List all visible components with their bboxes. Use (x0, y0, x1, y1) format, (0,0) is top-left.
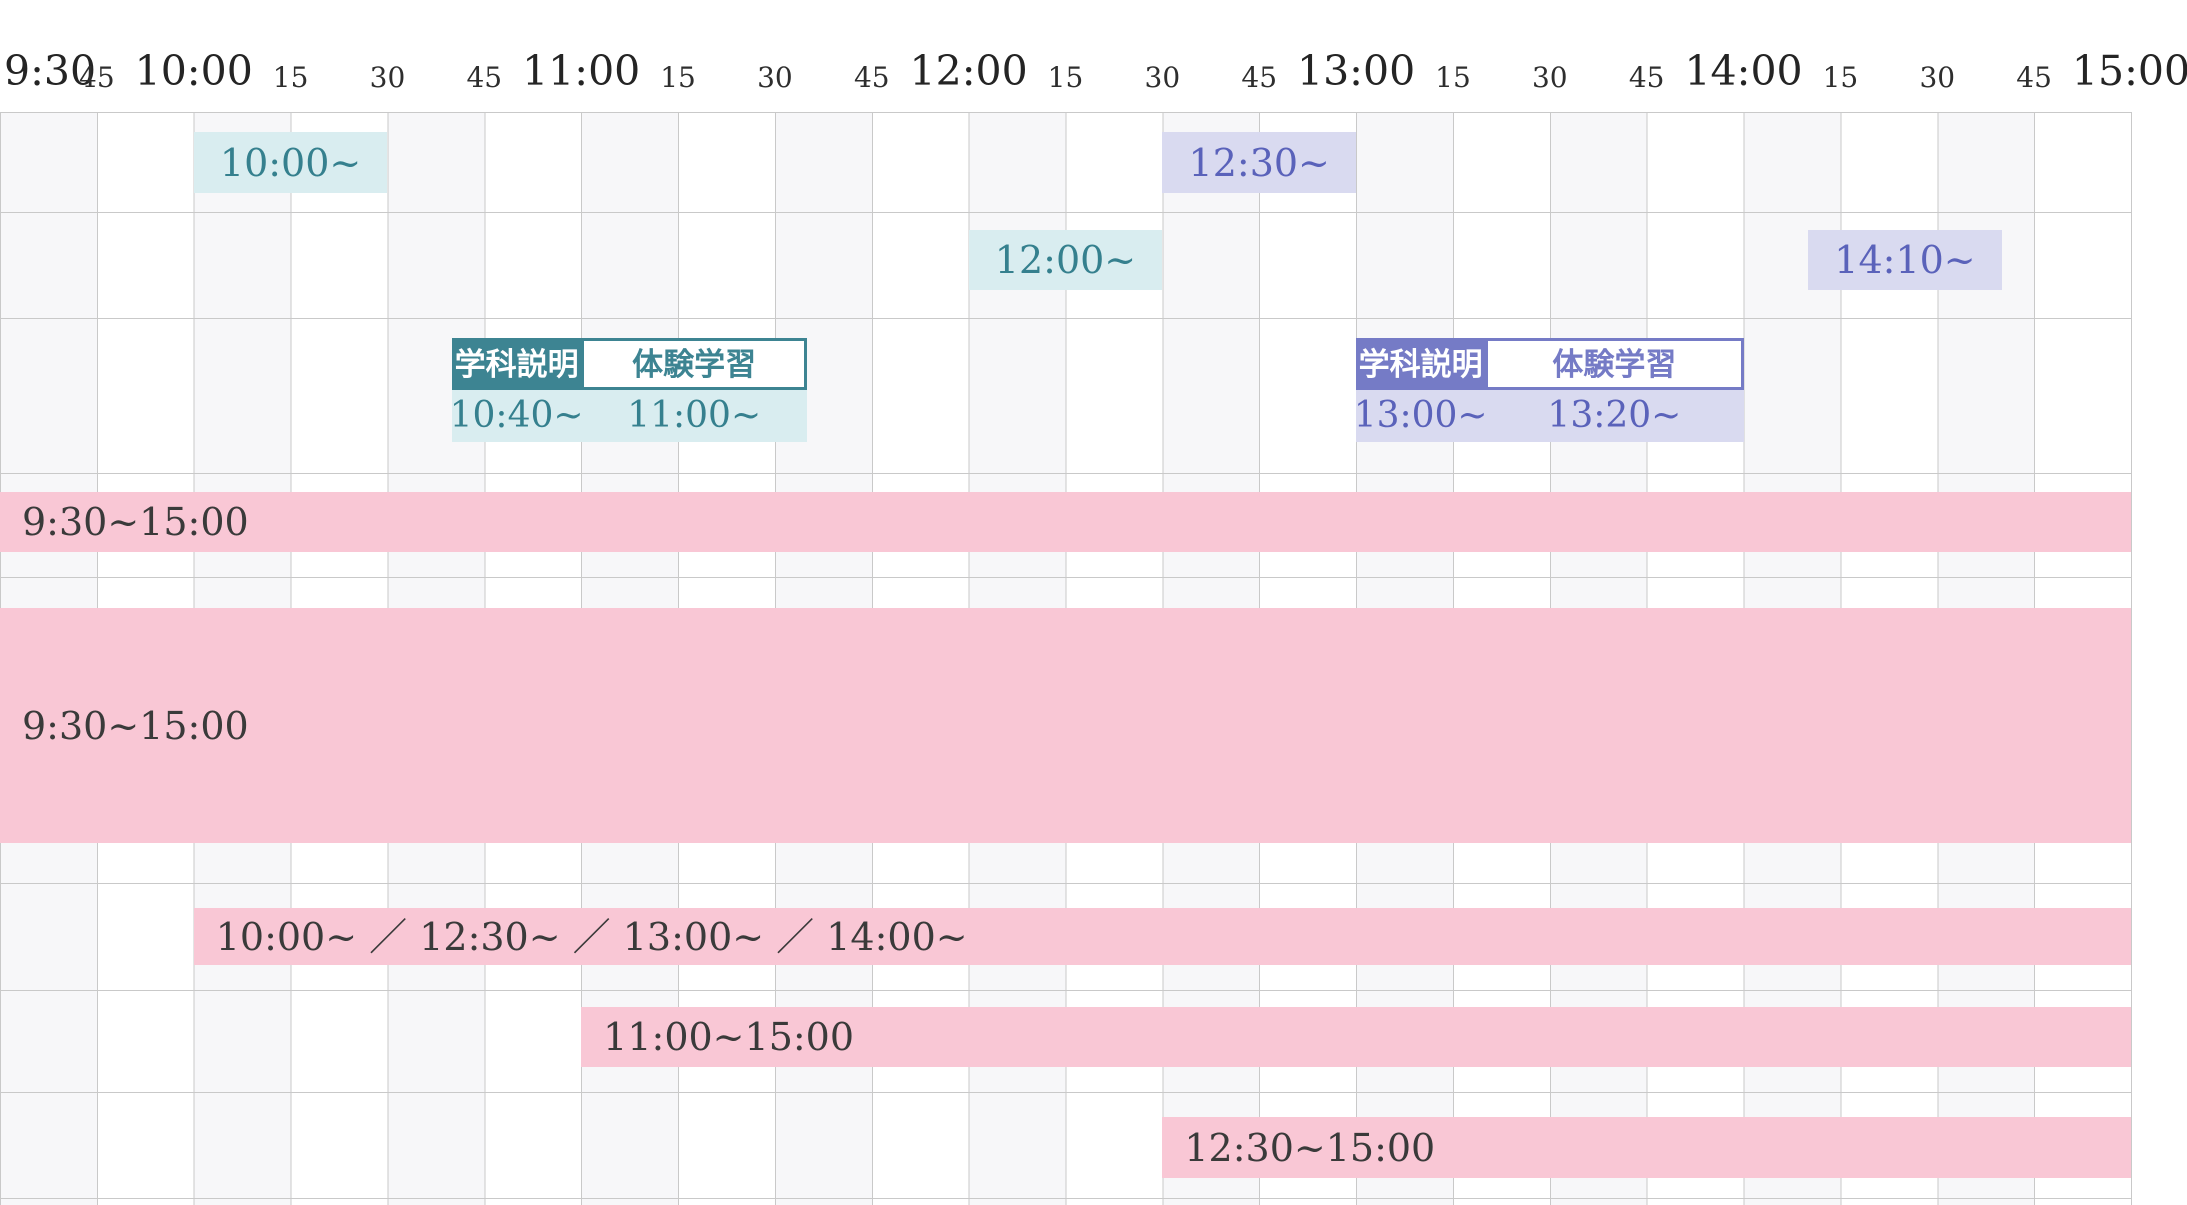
grid-row-line (0, 990, 2132, 991)
time-tick-45: 45 (466, 61, 503, 94)
time-tick-15: 15 (1047, 61, 1084, 94)
availability-label: 12:30~15:00 (1184, 1125, 1436, 1170)
grid-row-line (0, 318, 2132, 319)
time-tick-45: 45 (79, 61, 115, 94)
time-tick-13-00: 13:00 (1297, 47, 1416, 95)
time-axis: 9:30 45 10:00 15 30 45 11:00 15 30 45 12:00 15 30 45 1… (0, 0, 2187, 112)
time-tick-15: 15 (1435, 61, 1471, 94)
event-bar-purple: 14:10~ (1808, 230, 2002, 290)
time-tick-15: 15 (1822, 61, 1859, 94)
grid-row-line (0, 473, 2132, 474)
grid-row-line (0, 112, 2132, 113)
event-bar-purple: 12:30~ (1162, 132, 1357, 193)
time-tick-30: 30 (1144, 61, 1181, 94)
availability-bar: 10:00~ ／ 12:30~ ／ 13:00~ ／ 14:00~ (193, 908, 2131, 965)
time-tick-12-00: 12:00 (909, 47, 1028, 95)
session-header-filled: 学科説明 (1356, 338, 1486, 390)
session-header-outline: 体験学習 (1485, 338, 1744, 390)
event-bar-teal: 10:00~ (193, 132, 388, 193)
time-tick-11-00: 11:00 (522, 47, 641, 95)
time-tick-30: 30 (369, 61, 406, 94)
time-tick-15: 15 (272, 61, 309, 94)
session-time-bar: 11:00~ (581, 390, 808, 442)
time-tick-15-00: 15:00 (2071, 47, 2187, 95)
time-tick-9-30: 9:30 (4, 47, 97, 95)
grid-row-line (0, 212, 2132, 213)
availability-label: 9:30~15:00 (22, 500, 249, 544)
session-time-bar: 13:20~ (1485, 390, 1744, 442)
time-tick-30: 30 (1531, 61, 1568, 94)
grid-row-line (0, 1092, 2132, 1093)
availability-bar: 11:00~15:00 (581, 1007, 2131, 1067)
time-tick-10-00: 10:00 (134, 47, 253, 95)
availability-label: 11:00~15:00 (603, 1015, 855, 1059)
availability-label: 10:00~ ／ 12:30~ ／ 13:00~ ／ 14:00~ (215, 914, 968, 959)
grid-row-line (0, 883, 2132, 884)
session-time-bar: 10:40~ (450, 390, 584, 442)
time-tick-30: 30 (757, 61, 793, 94)
grid-row-line (0, 577, 2132, 578)
event-bar-teal: 12:00~ (968, 230, 1163, 290)
time-tick-45: 45 (1628, 61, 1665, 94)
time-tick-45: 45 (853, 61, 890, 94)
availability-bar: 12:30~15:00 (1162, 1117, 2131, 1178)
time-tick-45: 45 (1241, 61, 1278, 94)
availability-label: 9:30~15:00 (22, 703, 249, 748)
availability-bar: 9:30~15:00 (0, 608, 2131, 843)
time-tick-14-00: 14:00 (1684, 47, 1803, 95)
availability-bar: 9:30~15:00 (0, 492, 2131, 552)
time-tick-45: 45 (2016, 61, 2052, 94)
session-header-filled: 学科説明 (452, 338, 582, 390)
time-tick-15: 15 (660, 61, 696, 94)
session-time-bar: 13:00~ (1354, 390, 1488, 442)
session-header-outline: 体験学習 (581, 338, 808, 390)
grid-row-line (0, 1198, 2132, 1199)
time-tick-30: 30 (1919, 61, 1956, 94)
